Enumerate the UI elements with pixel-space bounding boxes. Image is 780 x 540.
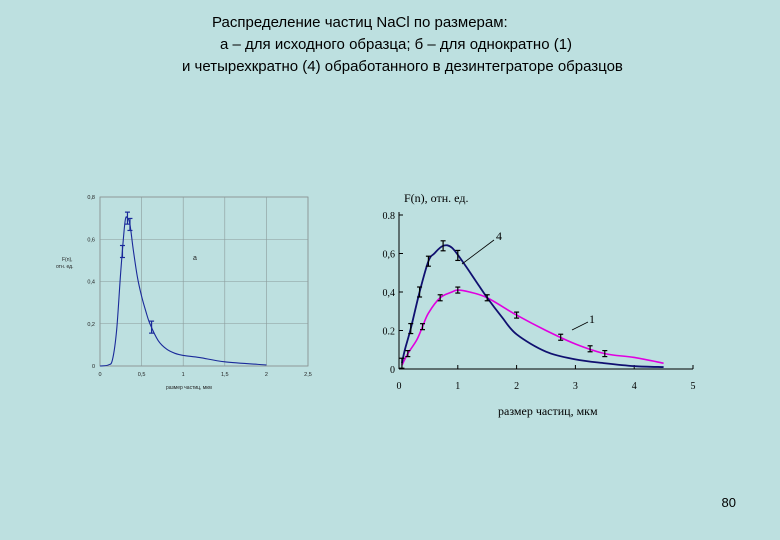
chart-b-series <box>399 240 664 369</box>
chart-b-xtick-label: 0 <box>397 381 402 392</box>
chart-a-ytick-label: 0 <box>92 364 95 370</box>
chart-a-ytick-label: 0,4 <box>87 280 95 286</box>
chart-b-xtick-label: 2 <box>514 381 519 392</box>
series-4-label: 4 <box>496 229 502 243</box>
slide-number: 80 <box>721 495 736 510</box>
chart-b-ytick-label: 0,4 <box>383 288 396 299</box>
chart-b-ylabel: F(n), отн. ед. <box>404 191 468 205</box>
chart-b-xtick-label: 1 <box>455 381 460 392</box>
chart-a-curve <box>99 216 267 367</box>
chart-b-xtick-label: 4 <box>632 381 637 392</box>
chart-a-xtick-label: 0,5 <box>138 372 146 378</box>
chart-a-xtick-label: 2 <box>265 372 268 378</box>
series-1-label: 1 <box>589 312 595 326</box>
title-line-2: а – для исходного образца; б – для однок… <box>220 36 573 53</box>
chart-b-xtick-label: 5 <box>691 381 696 392</box>
chart-b-ytick-label: 0 <box>390 365 395 376</box>
chart-b-ytick-label: 0.8 <box>383 211 396 222</box>
chart-b-y-ticks: 0 0.2 0,4 0,6 0.8 <box>383 211 403 376</box>
chart-a-y-ticks: 0 0,2 0,4 0,6 0,8 <box>87 195 95 370</box>
chart-a-plot-area <box>99 196 309 367</box>
label-4-leader <box>461 239 495 265</box>
chart-a-x-ticks: 0 0,5 1 1,5 2 2,5 <box>98 372 311 378</box>
series-1-curve <box>401 289 664 366</box>
chart-a-ylabel-line1: F(n), <box>62 257 73 263</box>
chart-a-series <box>99 211 267 367</box>
chart-a-grid <box>99 196 309 367</box>
title-line-3: и четырехкратно (4) обработанного в дези… <box>182 58 623 75</box>
chart-a-ytick-label: 0,8 <box>87 195 95 201</box>
chart-a-ylabel-line2: отн. ед. <box>56 264 73 270</box>
series-4-curve <box>401 244 664 368</box>
chart-b-x-ticks: 0 1 2 3 4 5 <box>397 365 696 392</box>
chart-a-xlabel: размер частиц, мкм <box>166 385 212 391</box>
chart-b-ytick-label: 0,6 <box>383 250 396 261</box>
chart-b-xtick-label: 3 <box>573 381 578 392</box>
chart-a-ytick-label: 0,6 <box>87 237 95 243</box>
chart-b-xlabel: размер частиц, мкм <box>498 404 598 418</box>
label-1-leader <box>571 321 589 331</box>
chart-a-xtick-label: 2,5 <box>304 372 312 378</box>
title-line-1: Распределение частиц NaCl по размерам: <box>212 14 508 31</box>
chart-a-ytick-label: 0,2 <box>87 322 95 328</box>
chart-a-xtick-label: 1,5 <box>221 372 229 378</box>
chart-a-xtick-label: 1 <box>182 372 185 378</box>
chart-b-ytick-label: 0.2 <box>383 327 396 338</box>
chart-a-panel-label: а <box>193 255 197 262</box>
chart-a-xtick-label: 0 <box>98 372 101 378</box>
